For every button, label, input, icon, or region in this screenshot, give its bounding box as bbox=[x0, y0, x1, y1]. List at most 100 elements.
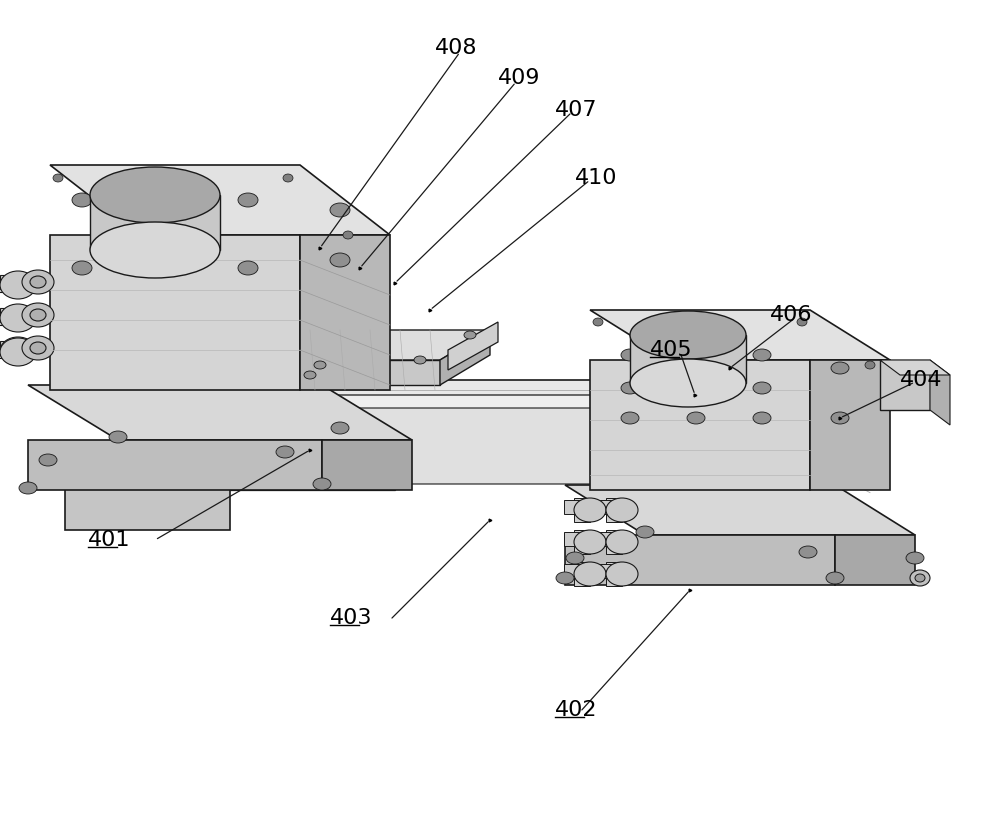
Polygon shape bbox=[0, 275, 38, 289]
Ellipse shape bbox=[832, 410, 848, 420]
Ellipse shape bbox=[0, 338, 36, 366]
Ellipse shape bbox=[304, 371, 316, 379]
Ellipse shape bbox=[826, 572, 844, 584]
Polygon shape bbox=[28, 440, 322, 490]
Polygon shape bbox=[596, 500, 616, 514]
Polygon shape bbox=[835, 535, 915, 585]
Ellipse shape bbox=[687, 349, 705, 361]
Ellipse shape bbox=[22, 303, 54, 327]
Ellipse shape bbox=[710, 388, 730, 402]
Bar bbox=[0, 344, 18, 358]
Polygon shape bbox=[565, 485, 915, 535]
Polygon shape bbox=[880, 360, 930, 410]
Text: 409: 409 bbox=[498, 68, 540, 88]
Text: 404: 404 bbox=[900, 370, 942, 390]
Ellipse shape bbox=[906, 552, 924, 564]
Ellipse shape bbox=[414, 356, 426, 364]
Polygon shape bbox=[880, 360, 950, 375]
Ellipse shape bbox=[107, 395, 123, 405]
Polygon shape bbox=[705, 380, 870, 480]
Ellipse shape bbox=[113, 231, 123, 239]
Bar bbox=[0, 311, 18, 325]
Ellipse shape bbox=[238, 261, 258, 275]
Polygon shape bbox=[590, 360, 810, 490]
Polygon shape bbox=[590, 310, 890, 360]
Bar bbox=[574, 562, 590, 586]
Ellipse shape bbox=[276, 446, 294, 458]
Ellipse shape bbox=[343, 231, 353, 239]
Ellipse shape bbox=[0, 271, 36, 299]
Bar bbox=[574, 498, 590, 522]
Polygon shape bbox=[630, 335, 746, 383]
Ellipse shape bbox=[0, 304, 36, 332]
Ellipse shape bbox=[90, 222, 220, 278]
Polygon shape bbox=[28, 385, 412, 440]
Text: 403: 403 bbox=[330, 608, 372, 628]
Ellipse shape bbox=[574, 530, 606, 554]
Ellipse shape bbox=[910, 570, 930, 586]
Ellipse shape bbox=[797, 318, 807, 326]
Ellipse shape bbox=[753, 349, 771, 361]
Polygon shape bbox=[565, 535, 835, 585]
Text: 410: 410 bbox=[575, 168, 618, 188]
Ellipse shape bbox=[753, 412, 771, 424]
Polygon shape bbox=[230, 408, 865, 484]
Ellipse shape bbox=[380, 412, 400, 426]
Polygon shape bbox=[230, 470, 395, 490]
Bar bbox=[606, 498, 622, 522]
Ellipse shape bbox=[39, 454, 57, 466]
Polygon shape bbox=[448, 322, 498, 370]
Ellipse shape bbox=[574, 498, 606, 522]
Ellipse shape bbox=[556, 572, 574, 584]
Ellipse shape bbox=[574, 562, 606, 586]
Ellipse shape bbox=[621, 382, 639, 394]
Text: 402: 402 bbox=[555, 700, 598, 720]
Ellipse shape bbox=[600, 396, 620, 410]
Polygon shape bbox=[564, 500, 584, 514]
Ellipse shape bbox=[606, 498, 638, 522]
Ellipse shape bbox=[90, 167, 220, 223]
Polygon shape bbox=[295, 360, 440, 385]
Ellipse shape bbox=[238, 193, 258, 207]
Ellipse shape bbox=[160, 428, 180, 442]
Polygon shape bbox=[65, 480, 230, 530]
Text: 406: 406 bbox=[770, 305, 812, 325]
Ellipse shape bbox=[72, 193, 92, 207]
Polygon shape bbox=[564, 532, 584, 546]
Polygon shape bbox=[564, 564, 584, 578]
Ellipse shape bbox=[53, 174, 63, 182]
Ellipse shape bbox=[22, 336, 54, 360]
Ellipse shape bbox=[606, 530, 638, 554]
Ellipse shape bbox=[30, 276, 46, 288]
Ellipse shape bbox=[799, 546, 817, 558]
Ellipse shape bbox=[19, 482, 37, 494]
Bar bbox=[574, 530, 590, 554]
Bar bbox=[606, 530, 622, 554]
Polygon shape bbox=[596, 564, 616, 578]
Polygon shape bbox=[0, 308, 38, 322]
Ellipse shape bbox=[663, 361, 673, 369]
Ellipse shape bbox=[30, 342, 46, 354]
Ellipse shape bbox=[753, 382, 771, 394]
Ellipse shape bbox=[464, 331, 476, 339]
Polygon shape bbox=[322, 440, 412, 490]
Ellipse shape bbox=[109, 431, 127, 443]
Bar bbox=[606, 562, 622, 586]
Polygon shape bbox=[300, 235, 390, 390]
Ellipse shape bbox=[490, 404, 510, 418]
Ellipse shape bbox=[182, 455, 198, 465]
Ellipse shape bbox=[630, 359, 746, 407]
Text: 407: 407 bbox=[555, 100, 598, 120]
Polygon shape bbox=[65, 380, 870, 480]
Polygon shape bbox=[230, 395, 865, 470]
Ellipse shape bbox=[606, 562, 638, 586]
Polygon shape bbox=[810, 360, 890, 490]
Polygon shape bbox=[50, 165, 390, 235]
Ellipse shape bbox=[72, 261, 92, 275]
Text: 401: 401 bbox=[88, 530, 130, 550]
Ellipse shape bbox=[636, 526, 654, 538]
Ellipse shape bbox=[0, 337, 36, 365]
Ellipse shape bbox=[331, 422, 349, 434]
Ellipse shape bbox=[313, 478, 331, 490]
Ellipse shape bbox=[330, 203, 350, 217]
